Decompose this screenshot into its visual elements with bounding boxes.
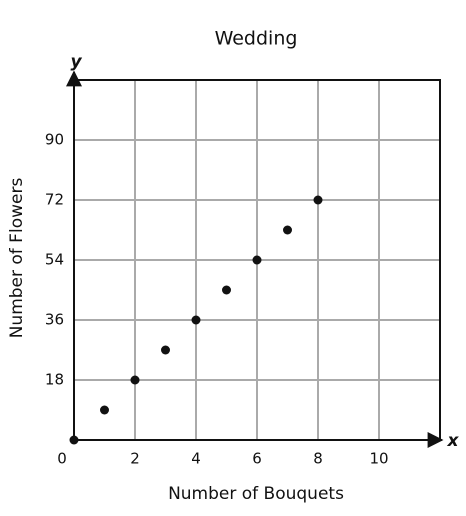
x-tick-label: 4 xyxy=(191,450,201,468)
x-tick-label: 6 xyxy=(252,450,262,468)
x-axis-symbol: x xyxy=(447,431,460,451)
y-tick-label: 54 xyxy=(45,251,64,269)
data-point xyxy=(191,315,201,325)
data-point xyxy=(130,375,140,385)
x-tick-label: 0 xyxy=(57,450,67,468)
data-point xyxy=(161,345,170,355)
y-tick-label: 90 xyxy=(45,131,64,149)
x-tick-label: 2 xyxy=(130,450,140,468)
x-tick-label: 8 xyxy=(313,450,323,468)
data-point xyxy=(283,225,292,235)
data-point xyxy=(100,405,109,415)
y-tick-label: 72 xyxy=(45,191,64,209)
data-point xyxy=(69,435,79,445)
y-axis-label: Number of Flowers xyxy=(7,178,27,339)
data-point xyxy=(222,285,231,295)
data-point xyxy=(252,255,262,265)
y-tick-label: 36 xyxy=(45,311,64,329)
chart-title: Wedding xyxy=(215,28,298,50)
y-tick-label: 18 xyxy=(45,371,64,389)
data-point xyxy=(313,195,323,205)
x-axis-label: Number of Bouquets xyxy=(168,484,344,504)
y-axis-symbol: y xyxy=(70,52,82,72)
x-tick-label: 10 xyxy=(369,450,388,468)
